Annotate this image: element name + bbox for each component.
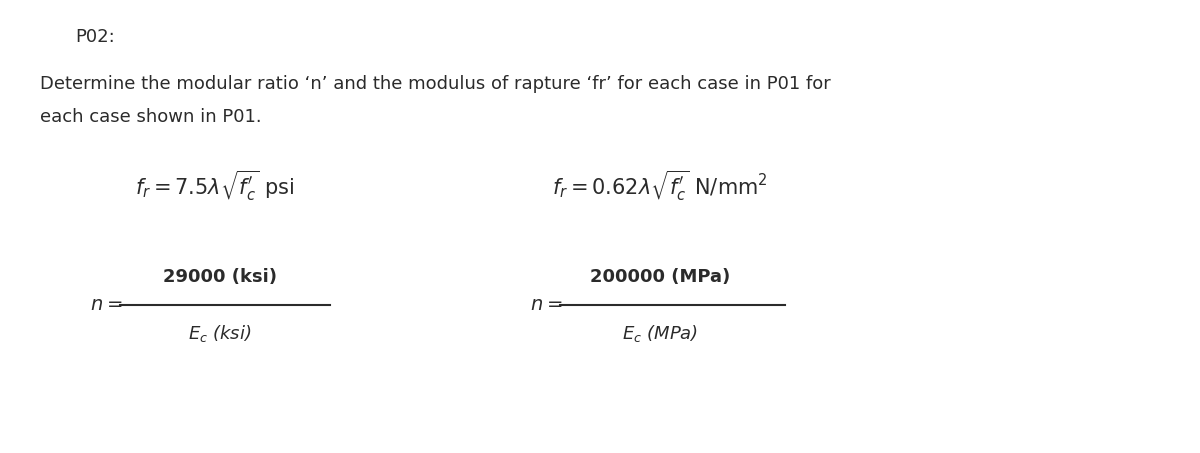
Text: $\mathit{f_r=0.62\lambda\sqrt{f_c^{\prime}}}$ N/mm$^2$: $\mathit{f_r=0.62\lambda\sqrt{f_c^{\prim…	[552, 168, 768, 202]
Text: P02:: P02:	[74, 28, 115, 46]
Text: $n=$: $n=$	[90, 295, 122, 314]
Text: 200000 (MPa): 200000 (MPa)	[590, 268, 730, 286]
Text: $E_c$ (MPa): $E_c$ (MPa)	[622, 323, 698, 343]
Text: 29000 (ksi): 29000 (ksi)	[163, 268, 277, 286]
Text: $E_c$ (ksi): $E_c$ (ksi)	[188, 323, 252, 343]
Text: $\mathit{f_r=7.5\lambda\sqrt{f_c^{\prime}}}$ psi: $\mathit{f_r=7.5\lambda\sqrt{f_c^{\prime…	[136, 168, 294, 202]
Text: Determine the modular ratio ‘n’ and the modulus of rapture ‘fr’ for each case in: Determine the modular ratio ‘n’ and the …	[40, 75, 830, 93]
Text: each case shown in P01.: each case shown in P01.	[40, 108, 262, 126]
Text: $n=$: $n=$	[530, 295, 563, 314]
